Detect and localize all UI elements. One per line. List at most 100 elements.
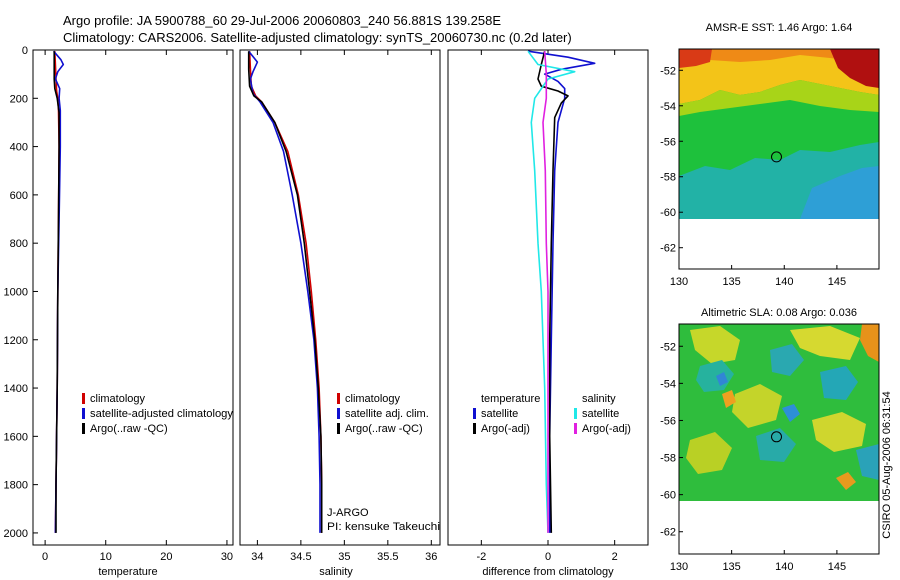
argo-location-marker [771,151,782,163]
x-tick-label: 35 [338,551,350,563]
x-tick-label: 35.5 [377,551,398,563]
float-pi: PI: kensuke Takeuchi [327,521,440,533]
temperature-x-axis: 0 10 20 30 [42,50,233,563]
sla-yellow-3 [732,384,782,428]
salinity-lines [247,50,323,533]
salinity-axes-frame [239,49,441,546]
legend-heading-salinity: salinity [582,393,616,405]
legend-label-sal-satellite: satellite [582,408,619,420]
sla-map-panel: Altimetric SLA: 0.08 Argo: 0.036 130 135 1… [660,307,880,573]
y-tick-label: -56 [660,415,676,427]
temperature-axes-frame [32,49,234,546]
y-tick-label: 800 [10,238,28,250]
sst-map-frame [678,48,880,270]
sst-warm-band [679,49,879,104]
legend-heading-temperature: temperature [481,393,540,405]
x-tick-label: 36 [425,551,437,563]
x-tick-label: 2 [612,551,618,563]
y-tick-label: -56 [660,136,676,148]
y-tick-label: 0 [22,45,28,57]
legend-swatch-satellite [82,408,85,419]
legend-swatch-climatology [337,393,340,404]
sla-map-frame [678,323,880,555]
sla-cyan-2 [770,344,804,376]
temperature-legend: climatology satellite-adjusted climatolo… [82,393,233,435]
sla-orange-3 [836,472,856,490]
x-tick-label: 145 [828,276,846,288]
float-program: J-ARGO [327,507,369,519]
difference-lines [527,50,596,533]
salinity-x-axis: 34 34.5 35 35.5 36 [251,50,437,563]
difference-xlabel: difference from climatology [482,566,614,578]
legend-label-temp-satellite: satellite [481,408,518,420]
legend-swatch-sal-satellite [574,408,577,419]
sst-map-title: AMSR-E SST: 1.46 Argo: 1.64 [706,22,853,34]
sla-map-axes: 130 135 140 145 -52 -54 -56 -58 -60 -62 [660,341,846,573]
x-tick-label: 135 [722,561,740,573]
y-tick-label: 400 [10,142,28,154]
series-line [248,50,321,533]
sst-hot-patch [830,49,879,88]
legend-swatch-climatology [82,393,85,404]
legend-label-climatology: climatology [345,393,401,405]
sla-cyan-4 [756,428,796,462]
y-tick-label: -60 [660,207,676,219]
sla-yellow-2 [790,326,860,360]
legend-swatch-temp-satellite [473,408,476,419]
sla-yellow-4 [812,412,866,452]
x-tick-label: 130 [670,561,688,573]
sst-cold-core [800,166,879,219]
y-tick-label: -52 [660,65,676,77]
x-tick-label: 34 [251,551,263,563]
sla-cyan-1 [696,360,734,392]
x-tick-label: 140 [775,276,793,288]
sst-field [679,49,879,269]
x-tick-label: 145 [828,561,846,573]
legend-label-sal-argo: Argo(-adj) [582,423,631,435]
series-line [527,50,596,533]
title-line-1: Argo profile: JA 5900788_60 29-Jul-2006 … [63,13,501,28]
series-line [537,51,569,533]
series-line [542,51,549,533]
legend-label-argo: Argo(..raw -QC) [345,423,423,435]
sst-map-panel: AMSR-E SST: 1.46 Argo: 1.64 130 135 140 145… [660,22,880,288]
y-tick-label: 200 [10,93,28,105]
argo-location-marker [771,431,782,443]
credit-stamp: CSIRO 05-Aug-2006 06:31:54 [881,391,893,538]
sst-map-axes: 130 135 140 145 -52 -54 -56 -58 -60 -62 [660,65,846,288]
sla-blue-2 [716,372,728,386]
sla-yellow-1 [690,326,740,364]
y-tick-label: -54 [660,101,676,113]
salinity-legend: climatology satellite adj. clim. Argo(..… [337,393,429,435]
x-tick-label: -2 [476,551,486,563]
sst-no-data [679,219,879,269]
x-tick-label: 135 [722,276,740,288]
x-tick-label: 140 [775,561,793,573]
y-tick-label: 1200 [4,335,28,347]
legend-swatch-argo [337,423,340,434]
temperature-panel: 0 200 400 600 800 1000 1200 1400 1600 1800 2000 0 1… [4,45,234,578]
legend-label-climatology: climatology [90,393,146,405]
sst-orange-band [679,49,879,66]
y-tick-label: 1800 [4,480,28,492]
difference-panel: -2 0 2 difference from climatology tempera… [447,49,649,578]
x-tick-label: 30 [221,551,233,563]
x-tick-label: 20 [160,551,172,563]
sla-cyan-3 [820,366,858,400]
y-tick-label: 1400 [4,383,28,395]
temperature-xlabel: temperature [98,566,157,578]
x-tick-label: 0 [545,551,551,563]
x-tick-label: 0 [42,551,48,563]
series-line [248,51,323,533]
y-tick-label: -62 [660,527,676,539]
sst-yellow-green [679,80,879,116]
salinity-panel: 34 34.5 35 35.5 36 salinity climatology sate… [239,49,441,578]
sla-orange-2 [722,390,736,408]
y-tick-label: -52 [660,341,676,353]
legend-swatch-satellite [337,408,340,419]
y-tick-label: -62 [660,243,676,255]
sla-cyan-5 [856,444,879,480]
x-tick-label: 130 [670,276,688,288]
legend-swatch-argo [82,423,85,434]
y-tick-label: -58 [660,172,676,184]
